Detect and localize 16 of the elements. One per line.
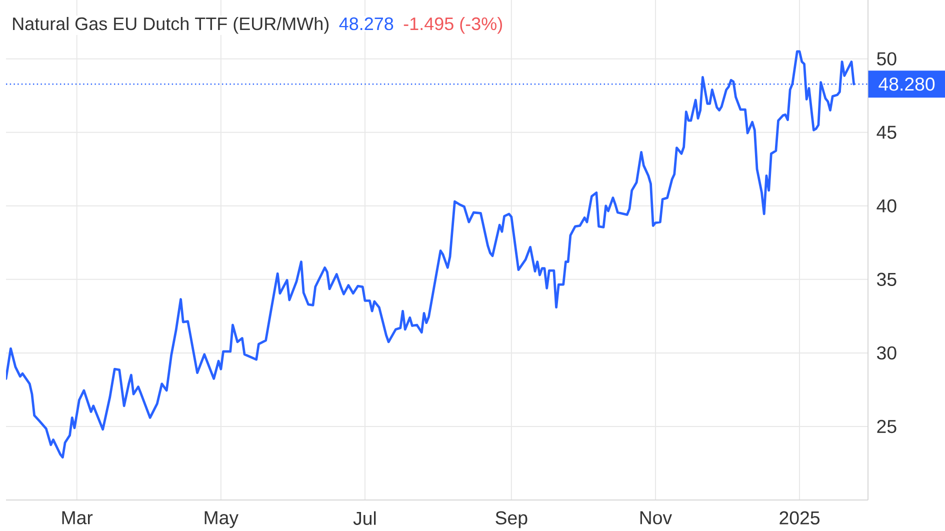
annotation: -1.495 (-3%) <box>404 16 502 34</box>
y-tick-label: 45 <box>876 126 896 139</box>
x-tick-label: Jul <box>353 511 376 525</box>
text: Natural Gas EU Dutch TTF (EUR/MWh) <box>13 16 329 34</box>
x-tick-label: Sep <box>496 511 528 528</box>
y-tick-label: 35 <box>876 272 896 286</box>
x-tick-label: 2025 <box>780 511 820 524</box>
ref-line-label: 48.280 <box>878 78 935 91</box>
x-tick-label: Mar <box>62 511 93 524</box>
y-tick-label: 40 <box>876 199 896 212</box>
y-tick-label: 30 <box>876 346 896 360</box>
x-tick-label: Nov <box>640 511 672 524</box>
annotation: 48.278 <box>339 17 394 30</box>
y-tick-label: 25 <box>877 420 896 434</box>
x-tick-label: May <box>204 511 238 528</box>
y-tick-label: 50 <box>877 52 896 66</box>
